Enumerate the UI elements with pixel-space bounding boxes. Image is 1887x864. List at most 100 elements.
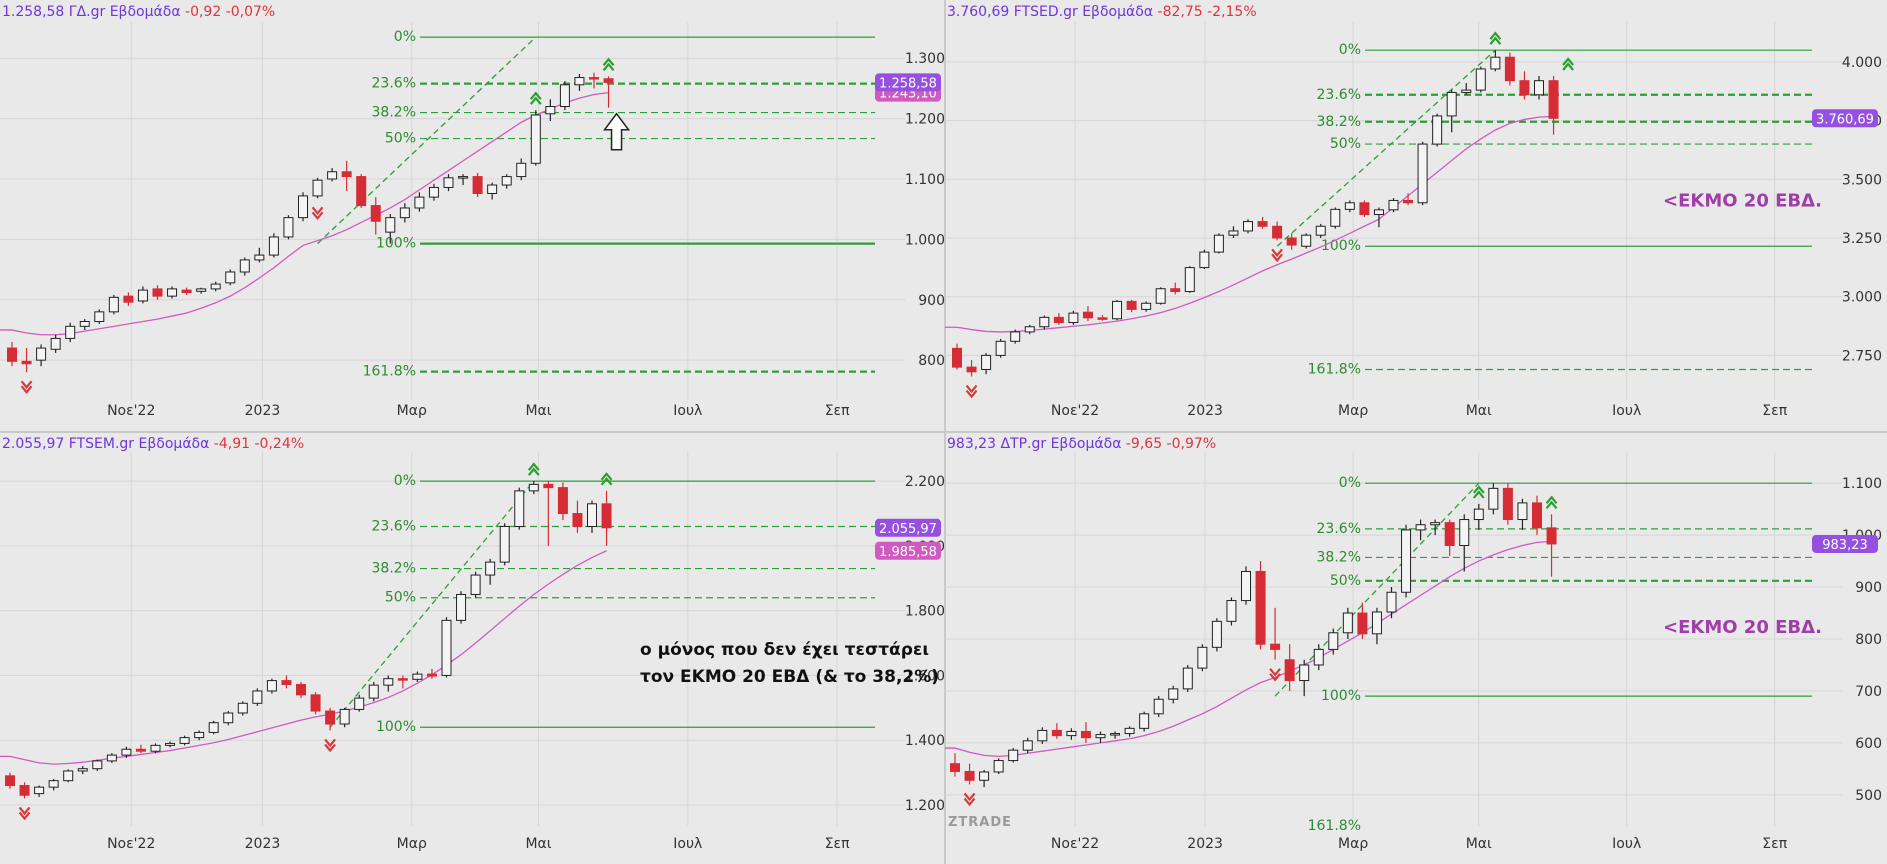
candle-up xyxy=(1211,620,1222,648)
fib-swing-line xyxy=(1276,49,1496,247)
header-period: Εβδομάδα xyxy=(1046,436,1121,452)
moving-average-line xyxy=(945,540,1552,758)
candle-up xyxy=(165,742,176,746)
candle-up xyxy=(1432,115,1443,145)
candle-down xyxy=(397,678,408,681)
candle-up xyxy=(993,760,1004,773)
header-price: 3.760,69 xyxy=(947,4,1009,20)
candle-up xyxy=(414,196,425,209)
candle-down xyxy=(1532,502,1542,529)
candle-down xyxy=(952,347,962,368)
candle-down xyxy=(5,775,15,787)
candle-down xyxy=(472,176,483,194)
moving-average-line xyxy=(0,92,609,336)
fib-level-label: 100% xyxy=(1321,238,1361,254)
candle-up xyxy=(239,259,250,273)
header-price: 1.258,58 xyxy=(2,4,64,20)
candle-up xyxy=(1226,600,1237,622)
y-tick-label: 2.750 xyxy=(1842,348,1882,364)
watermark: ZTRADE xyxy=(948,815,1012,830)
last-price-label: 983,23 xyxy=(1822,538,1868,553)
last-price-label: 2.055,97 xyxy=(879,522,937,537)
y-tick-label: 800 xyxy=(1855,632,1882,648)
candle-up xyxy=(1534,80,1544,96)
candle-up xyxy=(368,684,379,699)
candle-up xyxy=(1024,326,1035,333)
candle-down xyxy=(964,770,975,781)
header-period: Εβδομάδα xyxy=(1078,4,1153,20)
x-tick-label: Μαι xyxy=(1466,403,1492,419)
candle-up xyxy=(1417,143,1428,204)
candle-up xyxy=(528,483,539,492)
candle-up xyxy=(1068,312,1079,324)
candle-up xyxy=(1155,288,1166,304)
fib-level-label: 23.6% xyxy=(372,518,416,534)
fib-level-label: 161.8% xyxy=(363,364,416,380)
candle-up xyxy=(1475,68,1486,91)
header-change-pct: -2,15% xyxy=(1203,4,1257,20)
fib-level-label: 161.8% xyxy=(1308,818,1361,834)
candle-up xyxy=(63,770,74,782)
fib-level-label: 161.8% xyxy=(1308,361,1361,377)
candle-up xyxy=(441,619,452,676)
signal-up-icon xyxy=(602,57,615,72)
candle-up xyxy=(196,288,207,292)
fib-level-label: 0% xyxy=(1339,475,1361,491)
candle-down xyxy=(341,171,352,178)
fib-level-label: 50% xyxy=(385,590,416,606)
candle-up xyxy=(559,84,570,108)
x-tick-label: Μαι xyxy=(1466,836,1492,852)
candle-up xyxy=(516,162,527,178)
candle-up xyxy=(150,744,161,752)
candle-up xyxy=(1213,234,1224,253)
header-price: 983,23 xyxy=(947,436,996,452)
header-price: 2.055,97 xyxy=(2,436,64,452)
fib-level-label: 100% xyxy=(376,236,416,252)
fib-level-label: 50% xyxy=(385,131,416,147)
signal-up-icon xyxy=(529,91,542,105)
candle-up xyxy=(237,702,248,714)
x-tick-label: Σεπ xyxy=(825,403,850,419)
candle-up xyxy=(1184,267,1195,293)
signal-up-icon xyxy=(527,462,540,476)
y-tick-label: 1.100 xyxy=(1842,476,1882,492)
x-tick-label: 2023 xyxy=(1187,403,1223,419)
x-tick-label: Σεπ xyxy=(825,836,850,852)
signal-up-icon xyxy=(1472,485,1485,499)
candle-up xyxy=(34,786,45,795)
chart-panel-3: 2.2002.0001.8001.6001.4001.200Νοε'222023… xyxy=(0,436,945,852)
candle-up xyxy=(1371,611,1382,635)
chart-header: 1.258,58 ΓΔ.gr Εβδομάδα -0,92 -0,07% xyxy=(2,4,275,20)
candle-up xyxy=(485,561,496,576)
y-tick-label: 1.300 xyxy=(905,51,945,67)
ma-price-badge xyxy=(875,541,941,560)
candle-up xyxy=(266,680,277,692)
candle-up xyxy=(179,737,190,744)
candle-up xyxy=(1430,522,1441,526)
candle-down xyxy=(1403,199,1414,204)
x-tick-label: Μαρ xyxy=(397,403,427,419)
annotation-label: <ΕΚΜΟ 20 ΕΒΔ. xyxy=(1663,617,1822,638)
y-tick-label: 500 xyxy=(1855,788,1882,804)
candle-up xyxy=(1010,331,1021,342)
y-tick-label: 1.600 xyxy=(905,668,945,684)
fib-level-label: 23.6% xyxy=(372,76,416,92)
candle-up xyxy=(499,525,510,563)
candle-up xyxy=(1039,316,1050,328)
candle-down xyxy=(296,683,306,696)
candle-up xyxy=(1139,713,1150,729)
candle-up xyxy=(995,340,1006,356)
candle-down xyxy=(1097,317,1108,320)
y-tick-label: 1.200 xyxy=(905,798,945,814)
annotation-label: <ΕΚΜΟ 20 ΕΒΔ. xyxy=(1663,190,1822,211)
header-change: -4,91 xyxy=(209,436,250,452)
candle-up xyxy=(36,347,47,361)
candle-up xyxy=(65,325,76,339)
candle-up xyxy=(1124,727,1135,735)
candle-up xyxy=(1344,202,1355,210)
arrow-up-icon xyxy=(603,112,631,151)
signal-down-icon xyxy=(20,380,33,394)
candle-up xyxy=(339,708,350,725)
signal-up-icon xyxy=(1545,495,1558,510)
candle-up xyxy=(1488,487,1499,510)
